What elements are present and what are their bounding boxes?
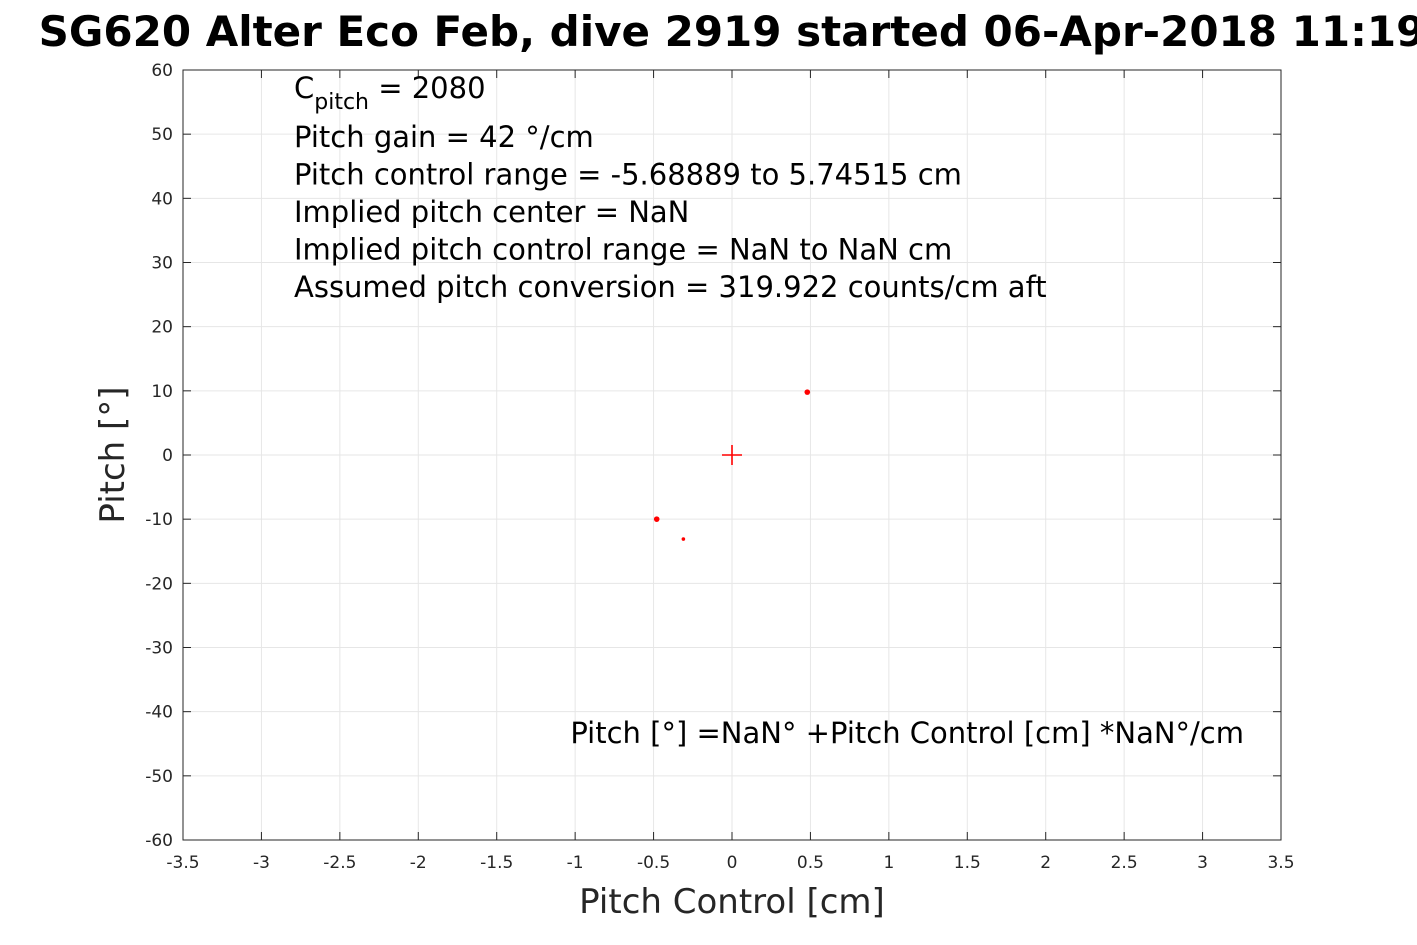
y-axis-label: Pitch [°]	[93, 386, 133, 523]
x-tick-label: 3	[1197, 853, 1208, 873]
y-tick-label: -30	[145, 639, 173, 659]
x-tick-label: -2.5	[323, 853, 356, 873]
x-tick-label: 0.5	[797, 853, 824, 873]
y-tick-label: 60	[151, 61, 173, 81]
data-point	[653, 516, 660, 522]
annotation-lines: Pitch gain = 42 °/cm Pitch control range …	[294, 120, 1047, 304]
x-tick-label: 2	[1040, 853, 1051, 873]
x-tick-label: 2.5	[1111, 853, 1138, 873]
x-tick-label: -1	[567, 853, 584, 873]
x-tick-label: 1.5	[954, 853, 981, 873]
fit-equation: Pitch [°] =NaN° +Pitch Control [cm] *NaN…	[570, 716, 1244, 750]
annotation-line: Pitch control range = -5.68889 to 5.7451…	[294, 158, 962, 192]
x-tick-label: -3.5	[166, 853, 199, 873]
annotation-line: Implied pitch control range = NaN to NaN…	[294, 233, 952, 267]
x-tick-label: -3	[253, 853, 270, 873]
chart-title: SG620 Alter Eco Feb, dive 2919 started 0…	[39, 7, 1417, 56]
grid-lines	[182, 69, 1282, 841]
x-axis-ticks: -3.5 -3 -2.5 -2 -1.5 -1 -0.5 0 0.5 1 1.5 2 2.5 3 3.5	[166, 70, 1295, 873]
annotation-c-pitch: Cpitch = 2080	[294, 71, 486, 115]
x-tick-label: -1.5	[480, 853, 513, 873]
annotation-line: Assumed pitch conversion = 319.922 count…	[294, 270, 1047, 304]
y-tick-label: 30	[151, 254, 173, 274]
x-tick-label: 0	[727, 853, 738, 873]
c-pitch-symbol: C	[294, 71, 314, 105]
x-axis-label: Pitch Control [cm]	[579, 882, 885, 922]
y-tick-label: 0	[162, 446, 173, 466]
y-tick-label: 50	[151, 125, 173, 145]
x-tick-label: -0.5	[637, 853, 670, 873]
y-tick-label: 40	[151, 189, 173, 209]
y-tick-label: -20	[145, 574, 173, 594]
c-pitch-value: = 2080	[369, 71, 486, 105]
data-point	[681, 537, 686, 541]
y-axis-ticks: 60 50 40 30 20 10 0 -10 -20 -30 -40 -50 -60	[145, 61, 1281, 851]
annotation-line: Implied pitch center = NaN	[294, 195, 689, 229]
data-point	[804, 389, 811, 395]
y-tick-label: -10	[145, 510, 173, 530]
x-tick-label: 3.5	[1267, 853, 1294, 873]
y-tick-label: 20	[151, 318, 173, 338]
annotation-line: Pitch gain = 42 °/cm	[294, 120, 594, 154]
x-tick-label: -2	[410, 853, 427, 873]
data-markers	[653, 389, 811, 541]
c-pitch-subscript: pitch	[314, 90, 369, 115]
y-tick-label: -60	[145, 831, 173, 851]
y-tick-label: 10	[151, 382, 173, 402]
y-tick-label: -50	[145, 767, 173, 787]
origin-plus-marker	[722, 445, 742, 465]
y-tick-label: -40	[145, 703, 173, 723]
x-tick-label: 1	[883, 853, 894, 873]
